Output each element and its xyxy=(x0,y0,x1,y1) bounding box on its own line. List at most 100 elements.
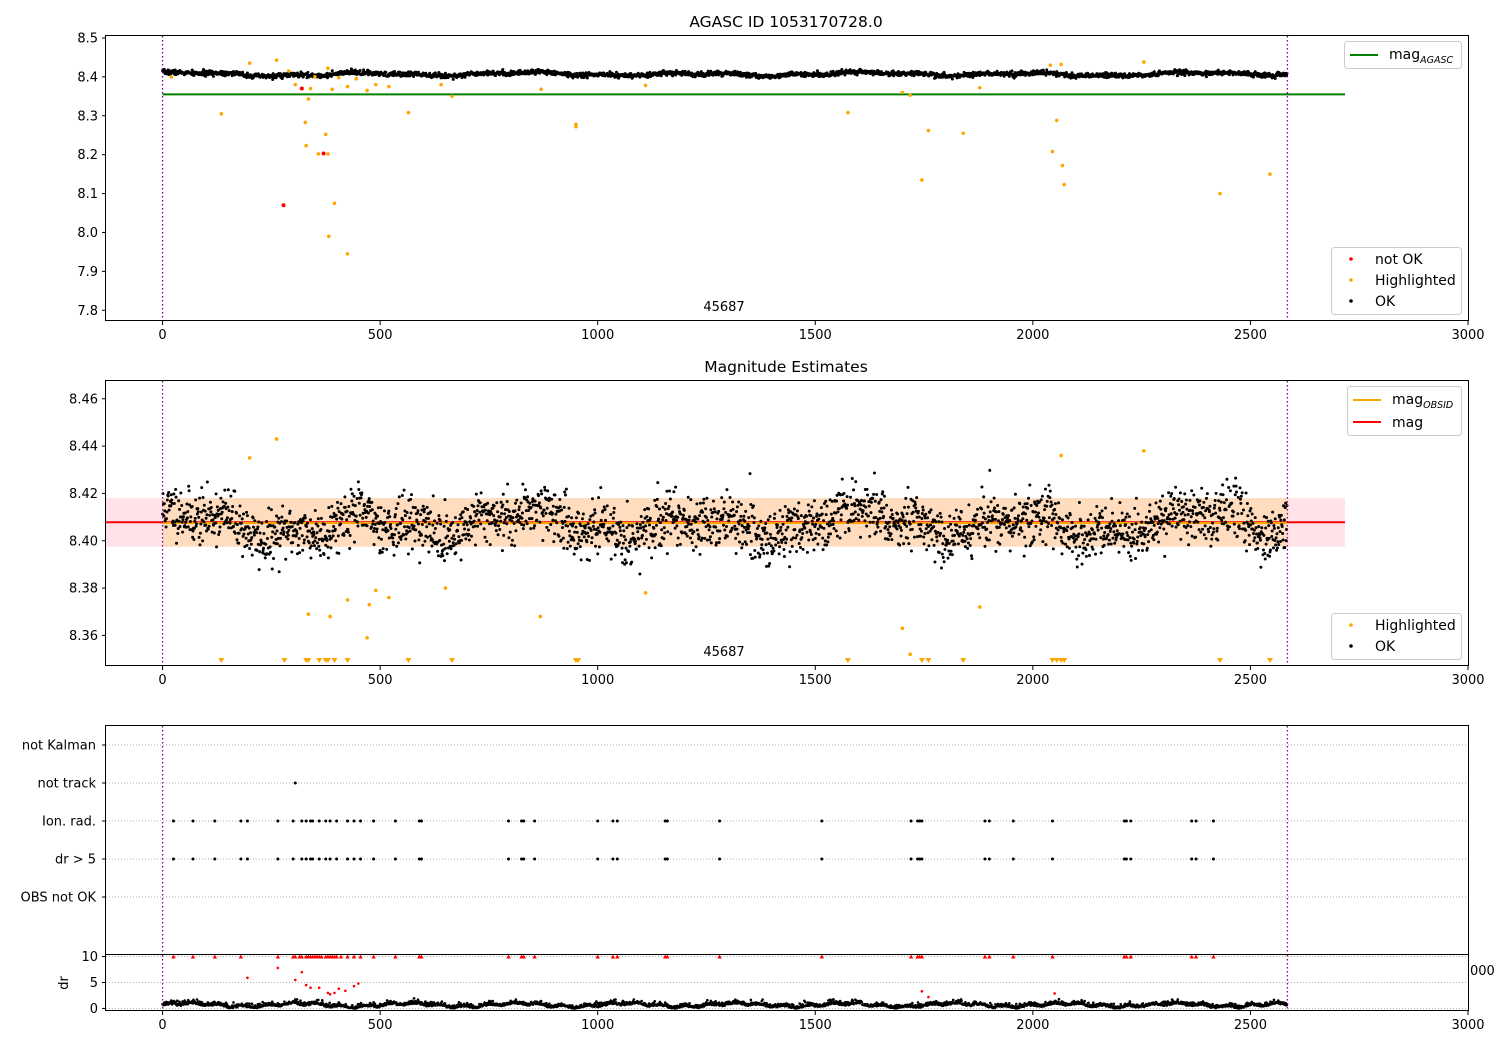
ok-point xyxy=(989,500,993,504)
ok-point xyxy=(294,534,298,538)
ok-point xyxy=(1130,544,1134,548)
ok-point xyxy=(1050,524,1054,528)
ok-point xyxy=(986,505,990,509)
ok-point xyxy=(214,492,218,496)
ok-point xyxy=(866,493,870,497)
ok-point xyxy=(301,548,305,552)
ok-point xyxy=(329,536,333,540)
ok-point xyxy=(955,523,959,527)
ok-point xyxy=(539,489,543,493)
ok-point xyxy=(767,542,771,546)
ok-point xyxy=(564,487,568,491)
ok-point xyxy=(297,536,301,540)
ok-point xyxy=(611,516,615,520)
ok-point xyxy=(587,558,591,562)
ok-point xyxy=(403,514,407,518)
ok-point xyxy=(784,528,788,532)
ok-point xyxy=(297,520,301,524)
ok-point xyxy=(942,560,946,564)
ok-point xyxy=(986,515,990,519)
ok-point xyxy=(572,552,576,556)
ok-point xyxy=(1141,548,1145,552)
ok-point xyxy=(943,548,947,552)
ok-point xyxy=(201,539,205,543)
ok-point xyxy=(422,510,426,514)
ok-point xyxy=(362,523,366,527)
ok-point xyxy=(713,510,717,514)
ok-point xyxy=(715,541,719,545)
ok-point xyxy=(197,535,201,539)
ok-point xyxy=(1059,526,1063,530)
ok-point xyxy=(996,504,1000,508)
highlighted-point xyxy=(1218,191,1222,196)
ok-point xyxy=(695,528,699,532)
ok-point xyxy=(1059,535,1063,539)
ok-point xyxy=(395,544,399,548)
ok-point xyxy=(251,516,255,520)
ok-point xyxy=(808,530,812,534)
ok-point xyxy=(666,530,670,534)
ok-point xyxy=(653,546,657,550)
ok-point xyxy=(1070,71,1074,75)
ok-point xyxy=(686,495,690,499)
ok-point xyxy=(355,497,359,501)
ok-point xyxy=(162,67,166,71)
ok-point xyxy=(261,549,265,553)
ok-point xyxy=(522,523,526,527)
ok-point xyxy=(1028,483,1032,487)
ok-point xyxy=(563,519,567,523)
legend-label-ok: OK xyxy=(1375,294,1396,310)
ok-point xyxy=(1099,551,1103,555)
ok-point xyxy=(360,491,364,495)
ok-point xyxy=(982,495,986,499)
ok-point xyxy=(514,529,518,533)
ok-point xyxy=(402,533,406,537)
ok-point xyxy=(922,535,926,539)
ok-point xyxy=(914,506,918,510)
highlighted-point xyxy=(539,87,543,92)
ok-point xyxy=(795,509,799,513)
ok-point xyxy=(721,513,725,517)
ok-point xyxy=(807,538,811,542)
ok-point xyxy=(404,537,408,541)
ok-point xyxy=(805,550,809,554)
ok-point xyxy=(371,522,375,526)
ok-point xyxy=(1027,525,1031,529)
ok-point xyxy=(784,541,788,545)
ok-point xyxy=(241,534,245,538)
ok-point xyxy=(689,498,693,502)
ok-point xyxy=(358,69,362,73)
ok-point xyxy=(243,545,247,549)
ok-point xyxy=(647,546,651,550)
ok-point xyxy=(888,525,892,529)
highlighted-point xyxy=(345,84,350,89)
ok-point xyxy=(571,76,575,80)
ok-point xyxy=(1040,522,1044,526)
agasc-axes-frame xyxy=(105,35,1469,321)
ok-point xyxy=(386,529,390,533)
ok-point xyxy=(214,521,218,525)
ok-point xyxy=(1026,506,1030,510)
ok-point xyxy=(239,521,243,525)
ok-point xyxy=(1008,519,1012,523)
ok-point xyxy=(421,504,425,508)
ok-point xyxy=(819,506,823,510)
ok-point xyxy=(1158,526,1162,530)
ok-point xyxy=(674,485,678,489)
ok-point xyxy=(622,529,626,533)
ok-point xyxy=(1079,518,1083,522)
ok-point xyxy=(258,550,262,554)
ok-point xyxy=(513,509,517,513)
ok-point xyxy=(749,539,753,543)
ok-point xyxy=(177,519,181,523)
ok-point xyxy=(326,556,330,560)
ok-point xyxy=(939,566,943,570)
ok-point xyxy=(845,495,849,499)
ok-point xyxy=(595,532,599,536)
ok-point xyxy=(397,495,401,499)
ok-point xyxy=(223,488,227,492)
ok-point xyxy=(490,521,494,525)
ok-point xyxy=(795,550,799,554)
agasc-line-legend: magAGASC xyxy=(1344,41,1462,69)
ok-point xyxy=(890,538,894,542)
